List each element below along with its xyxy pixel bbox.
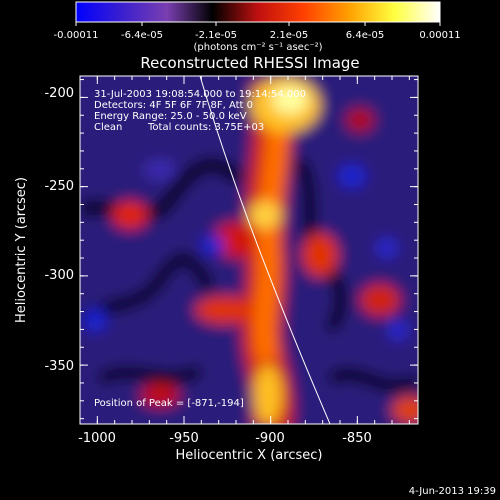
- solar-limb: [199, 76, 331, 424]
- x-tick-label-1: -950: [169, 431, 199, 446]
- axis-ticks: [80, 76, 418, 424]
- colorbar-tick-label-2: -2.1e-05: [195, 30, 237, 41]
- colorbar-tick-label-1: -6.4e-05: [121, 30, 163, 41]
- annotation-time-range: 31-Jul-2003 19:08:54.000 to 19:14:54.000: [94, 89, 306, 100]
- colorbar-tick-label-4: 6.4e-05: [346, 30, 384, 41]
- colorbar: [75, 1, 441, 23]
- y-tick-label-2: -300: [44, 268, 74, 283]
- y-axis-label: Heliocentric Y (arcsec): [14, 177, 29, 323]
- colorbar-tick-label-5: 0.00011: [419, 30, 460, 41]
- x-tick-label-2: -900: [255, 431, 285, 446]
- colorbar-tick-label-3: 2.1e-05: [270, 30, 308, 41]
- x-axis-label: Heliocentric X (arcsec): [176, 448, 323, 463]
- footer-date: 4-Jun-2013 19:39: [409, 486, 496, 497]
- heatmap: [80, 76, 418, 424]
- x-tick-label-3: -850: [342, 431, 372, 446]
- annotation-energy-range: Energy Range: 25.0 - 50.0 keV: [94, 111, 247, 122]
- colorbar-units: (photons cm⁻² s⁻¹ asec⁻²): [193, 42, 322, 53]
- chart-title: Reconstructed RHESSI Image: [140, 54, 359, 72]
- annotation-detectors: Detectors: 4F 5F 6F 7F 8F, Att 0: [94, 100, 253, 111]
- y-tick-label-1: -250: [44, 179, 74, 194]
- y-tick-label-3: -350: [44, 359, 74, 374]
- colorbar-ticks: [75, 22, 441, 26]
- colorbar-tick-label-0: -0.00011: [54, 30, 99, 41]
- peak-position-label: Position of Peak = [-871,-194]: [94, 398, 244, 409]
- annotation-algorithm: Clean: [94, 122, 122, 133]
- annotation-total-counts: Total counts: 3.75E+03: [147, 122, 264, 133]
- plot-frame: [79, 75, 419, 425]
- y-tick-label-0: -200: [44, 86, 74, 101]
- x-tick-label-0: -1000: [78, 431, 116, 446]
